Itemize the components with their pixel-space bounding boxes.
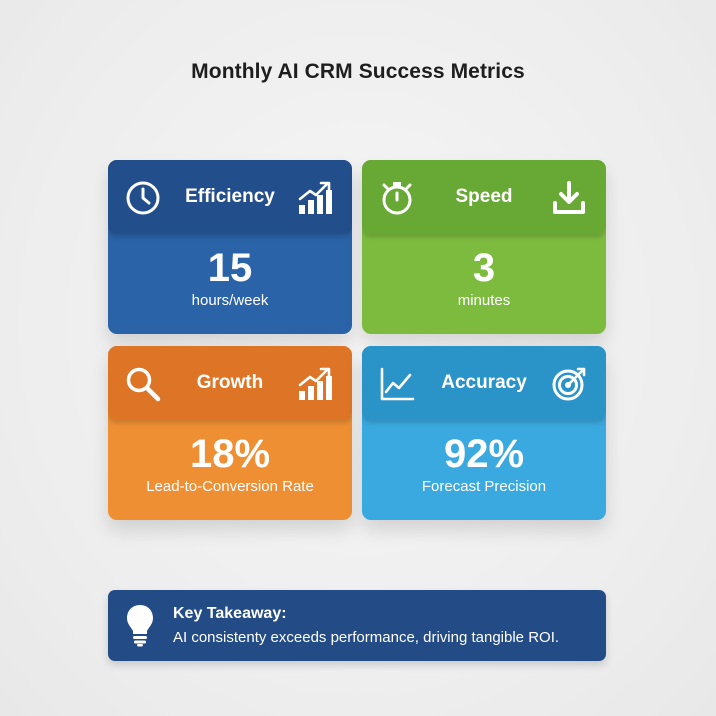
metric-card-accuracy: Accuracy 92% Forecast Precision <box>362 346 606 520</box>
card-label: Speed <box>455 186 513 207</box>
metric-unit: hours/week <box>191 292 269 309</box>
metric-card-growth: Growth 18% Lead-to-Conversion Rate <box>108 346 352 520</box>
takeaway-text: AI consistenty exceeds performance, driv… <box>173 629 560 646</box>
card-label: Efficiency <box>185 186 275 207</box>
line-chart-icon <box>378 365 416 403</box>
magnifier-icon <box>124 365 162 403</box>
stopwatch-icon <box>378 179 416 217</box>
metric-value: 3 <box>472 246 496 290</box>
target-icon <box>550 365 588 403</box>
metric-value: 15 <box>207 246 253 290</box>
metric-card-efficiency: Efficiency 15 hours/week <box>108 160 352 334</box>
metric-unit: minutes <box>457 292 511 309</box>
lightbulb-icon <box>126 603 154 647</box>
card-header: Efficiency <box>108 160 352 234</box>
bar-chart-up-icon <box>296 365 334 403</box>
metric-unit: Lead-to-Conversion Rate <box>146 478 314 495</box>
bar-chart-up-icon <box>296 179 334 217</box>
key-takeaway-panel: Key Takeaway: AI consistenty exceeds per… <box>108 590 606 661</box>
metric-value: 92% <box>443 432 525 476</box>
card-header: Growth <box>108 346 352 420</box>
metric-card-speed: Speed 3 minutes <box>362 160 606 334</box>
card-label: Accuracy <box>441 372 527 393</box>
clock-icon <box>124 179 162 217</box>
download-tray-icon <box>550 179 588 217</box>
takeaway-heading: Key Takeaway: <box>173 605 287 622</box>
card-header: Speed <box>362 160 606 234</box>
card-header: Accuracy <box>362 346 606 420</box>
metric-unit: Forecast Precision <box>421 478 547 495</box>
metric-value: 18% <box>189 432 271 476</box>
card-label: Growth <box>196 372 264 393</box>
page-title: Monthly AI CRM Success Metrics <box>191 60 525 83</box>
